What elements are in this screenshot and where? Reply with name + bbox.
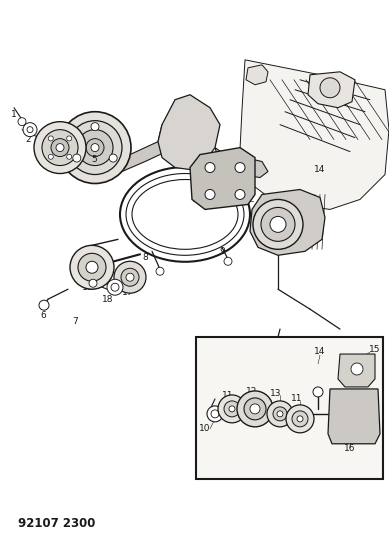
Text: 15: 15 xyxy=(369,344,381,353)
Circle shape xyxy=(292,411,308,427)
Text: 10: 10 xyxy=(199,424,211,433)
Circle shape xyxy=(218,395,246,423)
Polygon shape xyxy=(250,190,325,255)
Circle shape xyxy=(267,401,293,427)
Text: 11: 11 xyxy=(291,394,303,403)
Text: 13: 13 xyxy=(270,390,282,399)
Circle shape xyxy=(253,199,303,249)
Circle shape xyxy=(320,78,340,98)
Circle shape xyxy=(351,363,363,375)
Circle shape xyxy=(235,163,245,173)
Circle shape xyxy=(121,268,139,286)
Polygon shape xyxy=(100,125,175,177)
Circle shape xyxy=(211,410,219,418)
Circle shape xyxy=(114,261,146,293)
Circle shape xyxy=(67,154,72,159)
Circle shape xyxy=(205,163,215,173)
Circle shape xyxy=(48,154,53,159)
Bar xyxy=(196,337,383,479)
Text: 18: 18 xyxy=(102,295,114,304)
Text: 17: 17 xyxy=(122,288,134,297)
Circle shape xyxy=(250,404,260,414)
Circle shape xyxy=(34,122,86,174)
Circle shape xyxy=(156,267,164,275)
Circle shape xyxy=(205,190,215,199)
Text: 7: 7 xyxy=(72,317,78,326)
Circle shape xyxy=(27,127,33,133)
Circle shape xyxy=(91,123,99,131)
Polygon shape xyxy=(246,65,268,85)
Circle shape xyxy=(86,261,98,273)
Circle shape xyxy=(39,300,49,310)
Circle shape xyxy=(86,139,104,157)
Circle shape xyxy=(286,405,314,433)
Polygon shape xyxy=(328,389,380,444)
Circle shape xyxy=(224,401,240,417)
Text: 8: 8 xyxy=(142,253,148,262)
Text: 5: 5 xyxy=(91,155,97,164)
Circle shape xyxy=(270,216,286,232)
Text: 92107 2300: 92107 2300 xyxy=(18,516,95,530)
Circle shape xyxy=(67,136,72,141)
Polygon shape xyxy=(190,148,255,209)
Circle shape xyxy=(277,411,283,417)
Polygon shape xyxy=(240,60,389,209)
Circle shape xyxy=(91,143,99,151)
Circle shape xyxy=(89,279,97,287)
Circle shape xyxy=(78,253,106,281)
Circle shape xyxy=(111,283,119,291)
Circle shape xyxy=(297,416,303,422)
Circle shape xyxy=(207,406,223,422)
Circle shape xyxy=(229,406,235,412)
Circle shape xyxy=(126,273,134,281)
Circle shape xyxy=(273,407,287,421)
Text: 12: 12 xyxy=(246,387,258,397)
Polygon shape xyxy=(158,95,220,169)
Circle shape xyxy=(68,120,122,174)
Circle shape xyxy=(18,118,26,126)
Circle shape xyxy=(235,190,245,199)
Circle shape xyxy=(237,391,273,427)
Polygon shape xyxy=(308,72,355,108)
Circle shape xyxy=(51,139,69,157)
Circle shape xyxy=(261,207,295,241)
Circle shape xyxy=(107,279,123,295)
Circle shape xyxy=(73,154,81,162)
Text: 14: 14 xyxy=(314,346,326,356)
Text: 1: 1 xyxy=(11,110,17,119)
Text: 14: 14 xyxy=(314,165,326,174)
Circle shape xyxy=(42,130,78,166)
Polygon shape xyxy=(338,354,375,387)
Circle shape xyxy=(313,387,323,397)
Circle shape xyxy=(59,112,131,183)
Text: 4: 4 xyxy=(55,157,61,166)
Text: 9: 9 xyxy=(219,247,225,256)
Circle shape xyxy=(224,257,232,265)
Circle shape xyxy=(48,136,53,141)
Circle shape xyxy=(70,245,114,289)
Text: 19: 19 xyxy=(82,282,94,292)
Text: 6: 6 xyxy=(40,311,46,320)
Text: 16: 16 xyxy=(344,445,356,453)
Polygon shape xyxy=(215,148,268,177)
Circle shape xyxy=(109,154,117,162)
Circle shape xyxy=(56,143,64,151)
Text: 2: 2 xyxy=(25,135,31,144)
Text: 11: 11 xyxy=(222,391,234,400)
Circle shape xyxy=(244,398,266,420)
Circle shape xyxy=(77,130,113,166)
Text: 3: 3 xyxy=(39,153,45,162)
Circle shape xyxy=(23,123,37,136)
